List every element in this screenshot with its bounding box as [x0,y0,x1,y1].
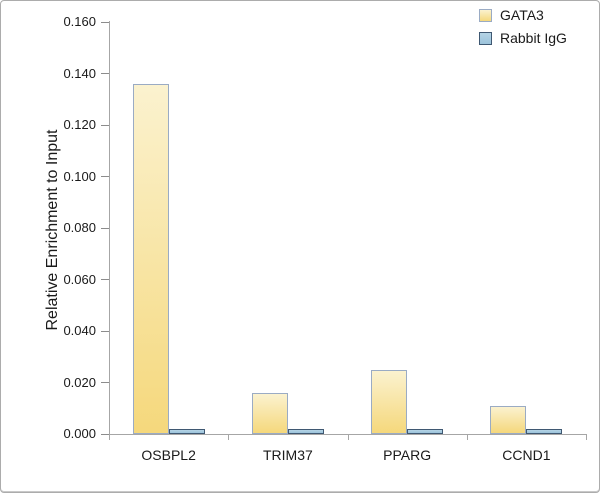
y-axis-tick [101,279,109,280]
bar-gata3-osbpl2 [132,83,169,434]
y-axis-tick [101,227,109,229]
bar-gata3-ccnd1 [490,405,527,434]
y-axis-line [109,21,110,434]
bar-rabbit-igg-osbpl2 [168,428,205,434]
y-axis-tick [101,73,109,74]
x-axis-tick [109,435,110,440]
legend-label-rabbit-igg: Rabbit IgG [500,30,567,46]
y-axis-tick-label: 0.040 [63,323,96,338]
y-axis-tick-label: 0.020 [63,374,96,390]
x-axis-category-label: CCND1 [502,447,551,463]
rabbit-igg-swatch-icon [479,31,492,45]
y-axis-tick [101,433,109,435]
legend: GATA3 Rabbit IgG [479,7,567,46]
x-axis-category-label: TRIM37 [262,447,313,463]
bar-gata3-pparg [371,369,408,434]
x-axis-tick [347,435,349,440]
gata3-swatch-icon [479,8,492,22]
y-axis-tick-label: 0.060 [63,271,96,287]
x-axis-category-label: OSBPL2 [141,447,196,463]
legend-label-gata3: GATA3 [500,7,544,23]
bar-rabbit-igg-pparg [407,428,444,434]
x-axis-category-label: PPARG [383,447,432,463]
y-axis-tick-label: 0.160 [63,14,96,29]
x-axis-tick [228,435,230,440]
y-axis-tick-label: 0.140 [63,65,96,81]
y-axis-tick [101,124,109,126]
y-axis-tick [101,330,109,332]
y-axis-tick [101,21,109,23]
y-axis-tick-label: 0.080 [63,220,96,235]
legend-item-rabbit-igg: Rabbit IgG [479,30,567,46]
bar-rabbit-igg-trim37 [287,428,324,434]
y-axis-tick [101,176,109,177]
x-axis-line [109,434,587,435]
bar-gata3-trim37 [251,392,288,434]
bar-rabbit-igg-ccnd1 [526,428,563,434]
legend-item-gata3: GATA3 [479,7,567,23]
x-axis-tick [586,435,587,440]
y-axis-tick-label: 0.120 [63,117,96,132]
y-axis-tick-label: 0.100 [63,168,96,184]
x-axis-tick [466,435,468,440]
y-axis-tick [101,382,109,383]
y-axis-tick-label: 0.000 [63,426,96,441]
